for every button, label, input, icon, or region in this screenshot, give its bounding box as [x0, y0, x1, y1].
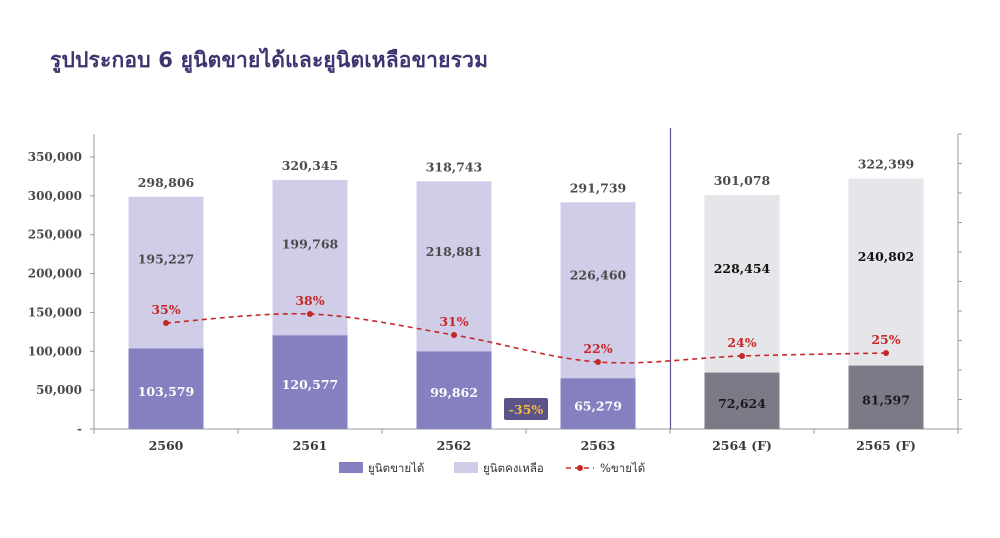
pct-label: 35% [151, 302, 180, 317]
pct-label: 25% [871, 332, 900, 347]
bar-remaining [416, 181, 492, 352]
label-total: 301,078 [714, 173, 771, 188]
label-sold: 72,624 [718, 396, 766, 411]
pct-point [595, 359, 601, 365]
pct-point [163, 320, 169, 326]
label-total: 291,739 [570, 180, 627, 195]
pct-point [451, 332, 457, 338]
pct-point [883, 350, 889, 356]
pct-label: 31% [439, 314, 468, 329]
label-remaining: 195,227 [138, 252, 195, 267]
label-remaining: 218,881 [426, 244, 483, 259]
pct-label: 22% [583, 341, 612, 356]
callout-box [504, 398, 548, 420]
x-tick-label: 2562 [437, 438, 472, 453]
bar-sold [272, 335, 348, 429]
label-remaining: 226,460 [570, 268, 627, 283]
bar-sold [848, 365, 924, 429]
label-sold: 120,577 [282, 377, 339, 392]
bar-sold [128, 348, 204, 429]
label-total: 320,345 [282, 158, 339, 173]
y-tick-label: 50,000 [36, 383, 82, 397]
legend-label-sold: ยูนิตขายได้ [368, 461, 424, 475]
bar-sold [416, 351, 492, 429]
x-tick-label: 2563 [581, 438, 616, 453]
y-tick-label: 350,000 [28, 150, 82, 164]
y-tick-label: 250,000 [28, 228, 82, 242]
y-tick-label: - [77, 422, 82, 436]
bar-remaining [848, 178, 924, 366]
bar-remaining [704, 195, 780, 373]
bar-sold [560, 378, 636, 429]
chart-title: รูปประกอบ 6 ยูนิตขายได้และยูนิตเหลือขายร… [50, 48, 489, 72]
bar-sold [704, 372, 780, 429]
label-total: 318,743 [426, 159, 483, 174]
data-labels: 103,579 195,227 298,806 120,577 199,768 320,3… [138, 156, 915, 420]
x-tick-label: 2560 [149, 438, 184, 453]
legend-swatch-remaining [454, 462, 478, 473]
bar-remaining [272, 180, 348, 336]
x-tick-label: 2565 (F) [856, 438, 916, 453]
legend: ยูนิตขายได้ ยูนิตคงเหลือ %ขายได้ [339, 461, 645, 475]
x-tick-label: 2564 (F) [712, 438, 772, 453]
label-remaining: 240,802 [858, 249, 915, 264]
legend-label-pct: %ขายได้ [600, 461, 645, 475]
label-total: 298,806 [138, 175, 195, 190]
label-remaining: 228,454 [714, 261, 771, 276]
x-tick-label: 2561 [293, 438, 328, 453]
pct-label: 38% [295, 293, 324, 308]
label-sold: 103,579 [138, 384, 195, 399]
label-sold: 99,862 [430, 385, 478, 400]
bars [128, 178, 924, 429]
label-sold: 81,597 [862, 392, 910, 407]
y-tick-label: 200,000 [28, 267, 82, 281]
pct-label: 24% [727, 335, 756, 350]
pct-point [307, 311, 313, 317]
label-sold: 65,279 [574, 399, 622, 414]
y-tick-label: 150,000 [28, 305, 82, 319]
bar-remaining [560, 202, 636, 379]
legend-swatch-pct-dot [577, 465, 583, 471]
pct-point [739, 353, 745, 359]
legend-swatch-sold [339, 462, 363, 473]
legend-label-remaining: ยูนิตคงเหลือ [483, 461, 544, 475]
pct-line: 35% 38% 31% 22% 24% 25% [151, 293, 901, 365]
label-remaining: 199,768 [282, 236, 339, 251]
y-tick-label: 100,000 [28, 344, 82, 358]
callout-text: -35% [509, 402, 544, 417]
axes: - 50,000 100,000 150,000 200,000 250,000 300,0… [28, 128, 962, 453]
pct-line-path [165, 312, 887, 364]
y-tick-label: 300,000 [28, 189, 82, 203]
label-total: 322,399 [858, 156, 915, 171]
